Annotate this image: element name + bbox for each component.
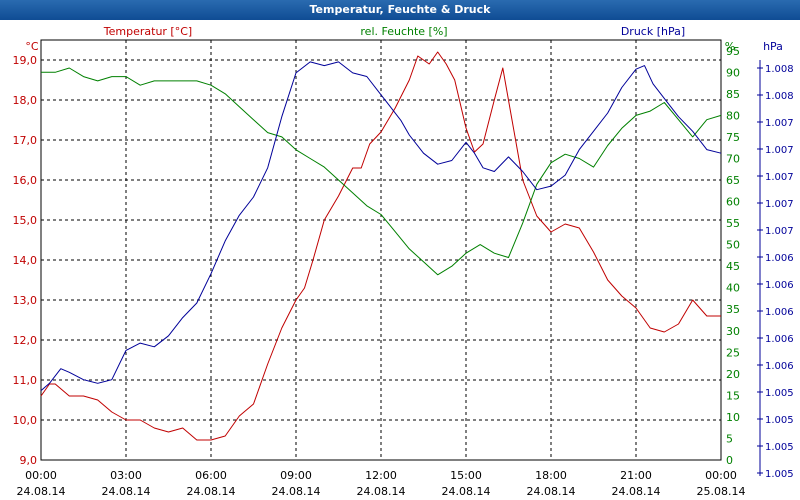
pressure-tick-label: 1.008 [765, 91, 794, 102]
temperature-tick-label: 19,0 [13, 54, 38, 67]
x-tick-date: 24.08.14 [612, 485, 661, 498]
x-tick-time: 00:00 [25, 469, 57, 482]
pressure-tick-label: 1.008 [765, 64, 794, 75]
humidity-tick-label: 75 [726, 131, 740, 144]
pressure-tick-label: 1.007 [765, 172, 794, 183]
x-tick-date: 24.08.14 [102, 485, 151, 498]
humidity-tick-label: 65 [726, 174, 740, 187]
humidity-tick-label: 90 [726, 66, 740, 79]
temperature-axis-label: Temperatur [°C] [103, 25, 192, 38]
pressure-tick-label: 1.006 [765, 361, 794, 372]
temperature-tick-label: 18,0 [13, 94, 38, 107]
pressure-tick-label: 1.005 [765, 388, 794, 399]
pressure-tick-label: 1.006 [765, 334, 794, 345]
pressure-axis-label: Druck [hPa] [621, 25, 685, 38]
pressure-tick-label: 1.005 [765, 442, 794, 453]
temperature-tick-label: 9,0 [20, 454, 38, 467]
x-tick-time: 06:00 [195, 469, 227, 482]
humidity-tick-label: 95 [726, 45, 740, 58]
x-tick-date: 24.08.14 [442, 485, 491, 498]
humidity-tick-label: 5 [726, 432, 733, 445]
pressure-series-line [40, 61, 722, 391]
x-tick-date: 24.08.14 [17, 485, 66, 498]
humidity-tick-label: 40 [726, 282, 740, 295]
humidity-tick-label: 35 [726, 303, 740, 316]
x-tick-date: 24.08.14 [272, 485, 321, 498]
temperature-tick-label: 10,0 [13, 414, 38, 427]
pressure-tick-label: 1.005 [765, 415, 794, 426]
x-tick-time: 18:00 [535, 469, 567, 482]
temperature-tick-label: 12,0 [13, 334, 38, 347]
humidity-series-line [41, 67, 722, 276]
temperature-tick-label: 17,0 [13, 134, 38, 147]
x-tick-date: 24.08.14 [187, 485, 236, 498]
pressure-tick-label: 1.006 [765, 307, 794, 318]
temperature-tick-label: 15,0 [13, 214, 38, 227]
humidity-tick-label: 10 [726, 411, 740, 424]
humidity-tick-label: 20 [726, 368, 740, 381]
chart-frame: °C Temperatur [°C] rel. Feuchte [%] Druc… [0, 20, 800, 500]
weather-chart: °C Temperatur [°C] rel. Feuchte [%] Druc… [13, 25, 794, 498]
humidity-tick-label: 60 [726, 196, 740, 209]
x-tick-time: 12:00 [365, 469, 397, 482]
pressure-tick-label: 1.007 [765, 118, 794, 129]
temperature-tick-label: 16,0 [13, 174, 38, 187]
humidity-tick-label: 80 [726, 109, 740, 122]
humidity-tick-label: 70 [726, 152, 740, 165]
humidity-tick-label: 85 [726, 88, 740, 101]
temperature-series-line [40, 51, 721, 441]
x-tick-time: 03:00 [110, 469, 142, 482]
humidity-axis-label: rel. Feuchte [%] [360, 25, 447, 38]
x-tick-date: 25.08.14 [697, 485, 746, 498]
humidity-tick-label: 55 [726, 217, 740, 230]
humidity-unit-label: % [725, 40, 735, 53]
x-tick-time: 09:00 [280, 469, 312, 482]
x-tick-time: 15:00 [450, 469, 482, 482]
x-tick-time: 00:00 [705, 469, 737, 482]
chart-title: Temperatur, Feuchte & Druck [0, 0, 800, 20]
x-tick-date: 24.08.14 [357, 485, 406, 498]
pressure-tick-label: 1.006 [765, 280, 794, 291]
humidity-tick-label: 0 [726, 454, 733, 467]
temperature-tick-label: 11,0 [13, 374, 38, 387]
humidity-tick-label: 15 [726, 389, 740, 402]
x-tick-date: 24.08.14 [527, 485, 576, 498]
x-tick-time: 21:00 [620, 469, 652, 482]
pressure-tick-label: 1.005 [765, 469, 794, 480]
humidity-tick-label: 50 [726, 239, 740, 252]
pressure-tick-label: 1.007 [765, 145, 794, 156]
humidity-tick-label: 25 [726, 346, 740, 359]
temperature-tick-label: 14,0 [13, 254, 38, 267]
temperature-unit-label: °C [25, 40, 39, 53]
pressure-tick-label: 1.007 [765, 199, 794, 210]
temperature-tick-label: 13,0 [13, 294, 38, 307]
humidity-tick-label: 45 [726, 260, 740, 273]
pressure-unit-label: hPa [763, 40, 783, 53]
pressure-tick-label: 1.007 [765, 226, 794, 237]
humidity-tick-label: 30 [726, 325, 740, 338]
pressure-tick-label: 1.006 [765, 253, 794, 264]
